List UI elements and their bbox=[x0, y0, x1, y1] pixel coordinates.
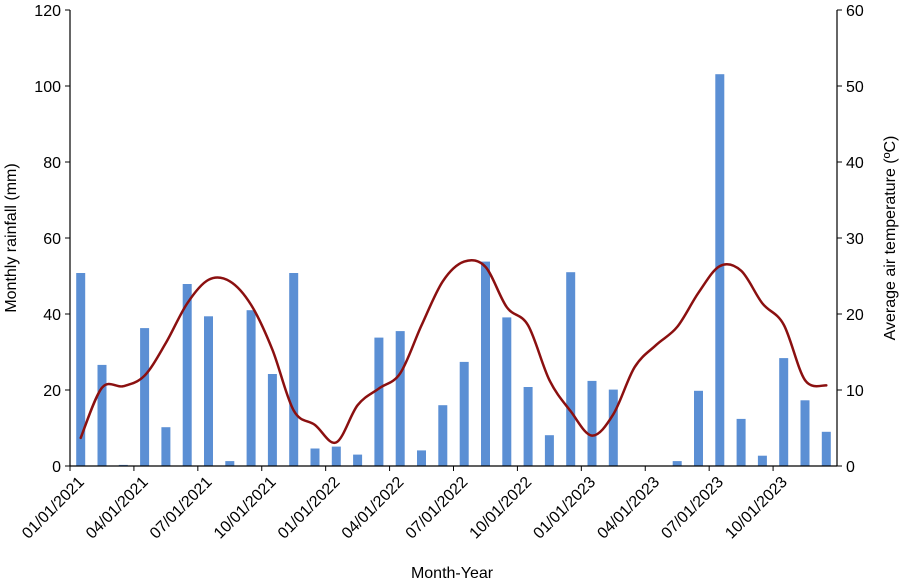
temperature-line bbox=[79, 258, 828, 445]
rainfall-bar bbox=[502, 317, 512, 466]
y-tick-label-right: 20 bbox=[846, 307, 864, 324]
x-tick-label: 07/01/2022 bbox=[403, 474, 472, 543]
rainfall-bar bbox=[757, 455, 767, 466]
rainfall-bar bbox=[736, 418, 746, 466]
rainfall-bar bbox=[438, 405, 448, 466]
rainfall-bar bbox=[97, 364, 107, 466]
rainfall-bar bbox=[566, 272, 576, 466]
x-tick-label: 01/01/2022 bbox=[275, 474, 344, 543]
x-axis-title: Month-Year bbox=[411, 565, 494, 582]
y-axis-title-left: Monthly rainfall (mm) bbox=[3, 163, 20, 312]
x-tick-label: 07/01/2023 bbox=[658, 474, 727, 543]
rainfall-bar bbox=[779, 358, 789, 466]
x-tick-label: 04/01/2021 bbox=[83, 474, 152, 543]
rainfall-bar bbox=[481, 261, 490, 466]
rainfall-bar bbox=[417, 450, 426, 466]
x-tick-label: 04/01/2023 bbox=[594, 474, 663, 543]
y-tick-label-left: 20 bbox=[43, 383, 61, 400]
rainfall-bar bbox=[544, 435, 554, 466]
rainfall-bar bbox=[608, 389, 618, 466]
rainfall-bar bbox=[76, 273, 86, 466]
y-tick-label-right: 60 bbox=[846, 3, 864, 20]
y-tick-label-left: 60 bbox=[43, 231, 61, 248]
y-tick-label-left: 100 bbox=[34, 79, 61, 96]
rainfall-bar bbox=[204, 316, 213, 466]
rainfall-bar bbox=[821, 431, 831, 466]
x-tick-label: 01/01/2021 bbox=[19, 474, 88, 543]
y-tick-label-right: 0 bbox=[846, 459, 855, 476]
rainfall-bar bbox=[587, 380, 597, 466]
rainfall-bar bbox=[140, 328, 150, 466]
y-tick-label-right: 40 bbox=[846, 155, 864, 172]
y-tick-label-right: 50 bbox=[846, 79, 864, 96]
rainfall-bar bbox=[523, 387, 533, 466]
y-tick-label-right: 30 bbox=[846, 231, 864, 248]
rainfall-bar bbox=[182, 284, 192, 466]
rainfall-bar bbox=[374, 337, 384, 466]
y-tick-label-left: 80 bbox=[43, 155, 61, 172]
rainfall-bars bbox=[76, 74, 831, 466]
x-tick-label: 10/01/2022 bbox=[467, 474, 536, 543]
rainfall-bar bbox=[395, 331, 405, 466]
y-axis-title-right: Average air temperature (ºC) bbox=[882, 136, 899, 341]
temperature-line-layer bbox=[79, 258, 828, 445]
rainfall-bar bbox=[225, 461, 235, 466]
y-tick-label-left: 0 bbox=[52, 459, 61, 476]
y-tick-label-left: 120 bbox=[34, 3, 61, 20]
rainfall-bar bbox=[672, 461, 682, 466]
rainfall-bar bbox=[161, 427, 171, 466]
rainfall-bar bbox=[267, 374, 277, 466]
rainfall-bar bbox=[694, 390, 703, 466]
x-tick-label: 07/01/2021 bbox=[147, 474, 216, 543]
x-tick-label: 10/01/2021 bbox=[211, 474, 280, 543]
y-tick-label-right: 10 bbox=[846, 383, 864, 400]
rainfall-bar bbox=[331, 446, 341, 466]
rainfall-bar bbox=[800, 400, 810, 466]
x-tick-label: 10/01/2023 bbox=[722, 474, 791, 543]
x-tick-label: 04/01/2022 bbox=[339, 474, 408, 543]
rainfall-bar bbox=[353, 454, 363, 466]
rainfall-bar bbox=[289, 273, 299, 466]
x-tick-label: 01/01/2023 bbox=[530, 474, 599, 543]
rainfall-bar bbox=[246, 310, 256, 466]
y-tick-label-left: 40 bbox=[43, 307, 61, 324]
rainfall-bar bbox=[715, 74, 725, 466]
rainfall-bar bbox=[459, 361, 469, 466]
rainfall-bar bbox=[310, 448, 320, 466]
